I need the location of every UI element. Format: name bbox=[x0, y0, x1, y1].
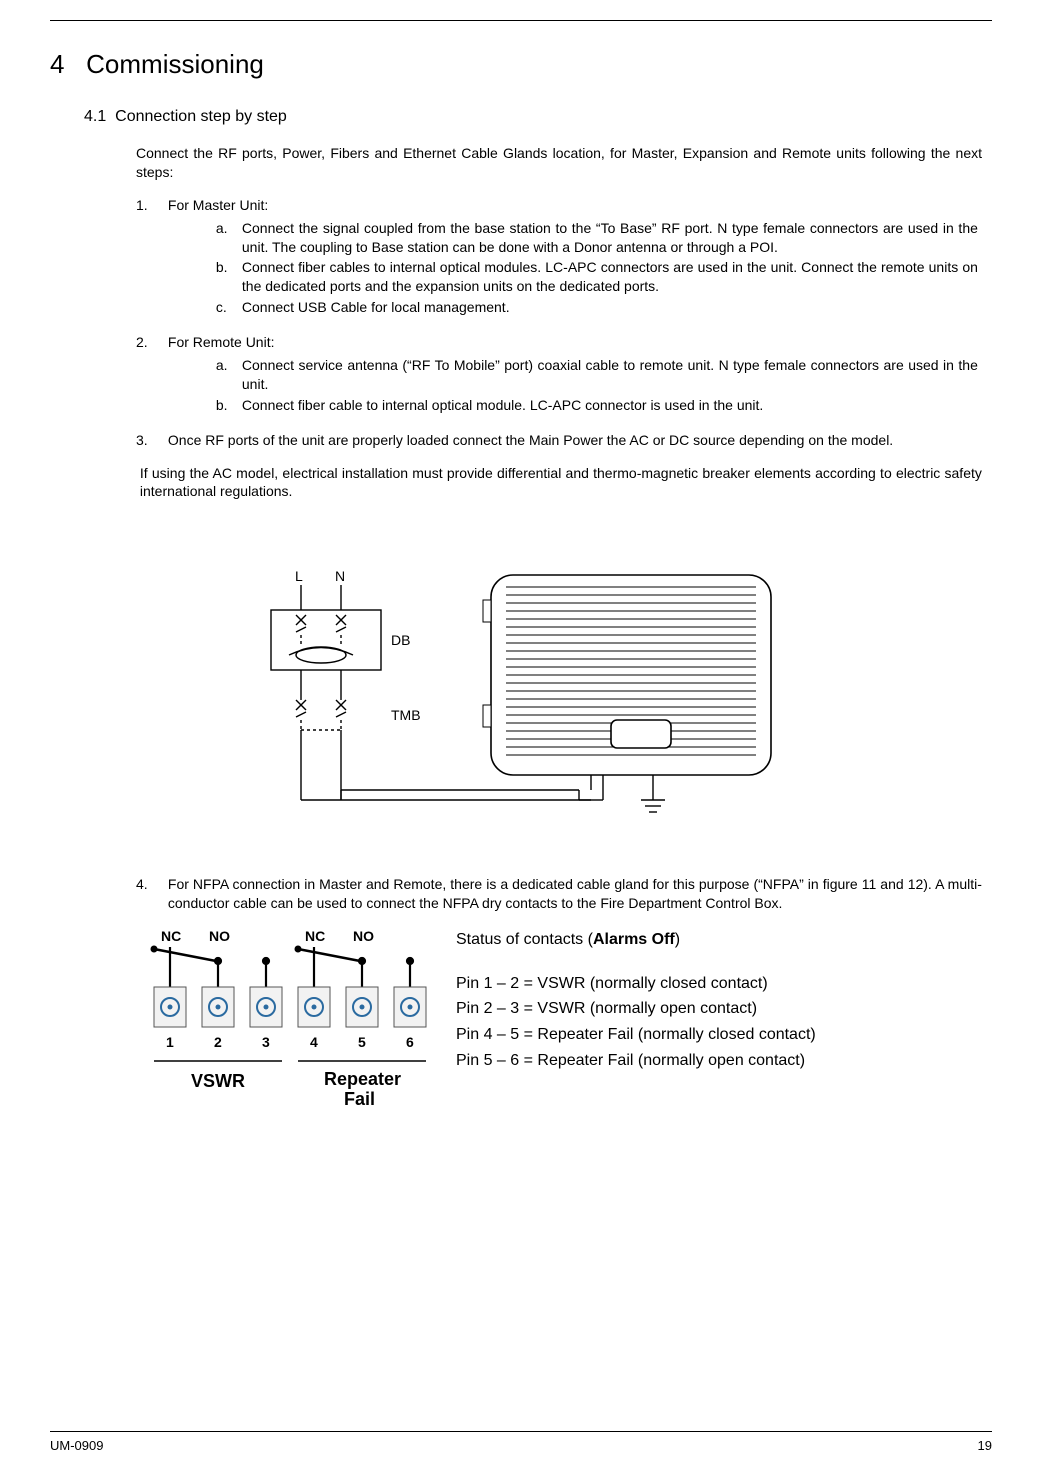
step3-text: Once RF ports of the unit are properly l… bbox=[168, 432, 893, 448]
contacts-row: NC NO NC NO bbox=[136, 927, 982, 1132]
step-3: 3. Once RF ports of the unit are properl… bbox=[136, 431, 982, 516]
terminal-6 bbox=[394, 987, 426, 1027]
step1-text: For Master Unit: bbox=[168, 197, 268, 213]
step2b-label: b. bbox=[216, 396, 242, 415]
breaker-figure: L N DB bbox=[50, 555, 992, 835]
step1b-label: b. bbox=[216, 258, 242, 277]
step3-after: If using the AC model, electrical instal… bbox=[140, 464, 982, 502]
label-DB: DB bbox=[391, 632, 410, 648]
hdr-nc-1: NC bbox=[161, 928, 181, 944]
step1b-text: Connect fiber cables to internal optical… bbox=[242, 258, 978, 296]
label-N: N bbox=[335, 568, 345, 584]
step1-sublist: a.Connect the signal coupled from the ba… bbox=[216, 219, 982, 317]
step1a-label: a. bbox=[216, 219, 242, 238]
section-heading: 4.1 Connection step by step bbox=[84, 108, 992, 126]
step1b: b.Connect fiber cables to internal optic… bbox=[216, 258, 982, 296]
contacts-svg: NC NO NC NO bbox=[136, 927, 436, 1127]
step-4: 4. For NFPA connection in Master and Rem… bbox=[136, 875, 982, 913]
hdr-no-2: NO bbox=[353, 928, 374, 944]
step2-text: For Remote Unit: bbox=[168, 334, 275, 350]
section-number: 4.1 bbox=[84, 108, 106, 125]
chapter-heading: 4 Commissioning bbox=[50, 49, 992, 80]
contacts-text: Status of contacts (Alarms Off) Pin 1 – … bbox=[436, 927, 982, 1073]
status-line-3: Pin 4 – 5 = Repeater Fail (normally clos… bbox=[456, 1022, 982, 1048]
step-2: 2. For Remote Unit: a.Connect service an… bbox=[136, 333, 982, 417]
pin-4: 4 bbox=[310, 1034, 318, 1050]
contacts-diagram: NC NO NC NO bbox=[136, 927, 436, 1132]
body-4: 4. For NFPA connection in Master and Rem… bbox=[136, 875, 982, 1132]
step1c-text: Connect USB Cable for local management. bbox=[242, 298, 978, 317]
step1c: c.Connect USB Cable for local management… bbox=[216, 298, 982, 317]
group-rep2: Fail bbox=[344, 1089, 375, 1109]
terminal-2 bbox=[202, 987, 234, 1027]
status-line-2: Pin 2 – 3 = VSWR (normally open contact) bbox=[456, 996, 982, 1022]
terminal-1 bbox=[154, 987, 186, 1027]
status-suffix: ) bbox=[675, 931, 680, 948]
step2-sublist: a.Connect service antenna (“RF To Mobile… bbox=[216, 356, 982, 415]
step3-number: 3. bbox=[136, 431, 164, 450]
chapter-number: 4 bbox=[50, 49, 64, 79]
numbered-list-4: 4. For NFPA connection in Master and Rem… bbox=[136, 875, 982, 913]
step2a-text: Connect service antenna (“RF To Mobile” … bbox=[242, 356, 978, 394]
terminal-3 bbox=[250, 987, 282, 1027]
group-vswr: VSWR bbox=[191, 1071, 245, 1091]
label-TMB: TMB bbox=[391, 707, 421, 723]
status-prefix: Status of contacts ( bbox=[456, 931, 593, 948]
top-rule bbox=[50, 20, 992, 21]
step2-body: For Remote Unit: a.Connect service anten… bbox=[168, 333, 982, 417]
step4-number: 4. bbox=[136, 875, 164, 894]
step1a-text: Connect the signal coupled from the base… bbox=[242, 219, 978, 257]
pin-2: 2 bbox=[214, 1034, 222, 1050]
terminal-5 bbox=[346, 987, 378, 1027]
step2a-label: a. bbox=[216, 356, 242, 375]
section-title: Connection step by step bbox=[115, 108, 287, 125]
body: Connect the RF ports, Power, Fibers and … bbox=[136, 144, 982, 515]
step4-text: For NFPA connection in Master and Remote… bbox=[168, 875, 982, 913]
footer: UM-0909 19 bbox=[50, 1431, 992, 1453]
footer-left: UM-0909 bbox=[50, 1438, 103, 1453]
breaker-svg: L N DB bbox=[241, 555, 801, 835]
enclosure bbox=[483, 575, 771, 775]
page: 4 Commissioning 4.1 Connection step by s… bbox=[0, 0, 1042, 1481]
status-line-1: Pin 1 – 2 = VSWR (normally closed contac… bbox=[456, 971, 982, 997]
step2b: b.Connect fiber cable to internal optica… bbox=[216, 396, 982, 415]
terminal-4 bbox=[298, 987, 330, 1027]
pin-3: 3 bbox=[262, 1034, 270, 1050]
intro-paragraph: Connect the RF ports, Power, Fibers and … bbox=[136, 144, 982, 182]
step3-body: Once RF ports of the unit are properly l… bbox=[168, 431, 982, 516]
footer-right: 19 bbox=[978, 1438, 992, 1453]
step1-number: 1. bbox=[136, 196, 164, 215]
numbered-list: 1. For Master Unit: a.Connect the signal… bbox=[136, 196, 982, 516]
step1a: a.Connect the signal coupled from the ba… bbox=[216, 219, 982, 257]
pin-5: 5 bbox=[358, 1034, 366, 1050]
step2-number: 2. bbox=[136, 333, 164, 352]
step1c-label: c. bbox=[216, 298, 242, 317]
step2b-text: Connect fiber cable to internal optical … bbox=[242, 396, 978, 415]
label-L: L bbox=[295, 568, 303, 584]
status-bold: Alarms Off bbox=[593, 931, 675, 948]
hdr-no-1: NO bbox=[209, 928, 230, 944]
group-rep1: Repeater bbox=[324, 1069, 401, 1089]
step1-body: For Master Unit: a.Connect the signal co… bbox=[168, 196, 982, 319]
status-line-4: Pin 5 – 6 = Repeater Fail (normally open… bbox=[456, 1048, 982, 1074]
status-title: Status of contacts (Alarms Off) bbox=[456, 927, 982, 953]
step2a: a.Connect service antenna (“RF To Mobile… bbox=[216, 356, 982, 394]
chapter-title: Commissioning bbox=[86, 49, 264, 79]
hdr-nc-2: NC bbox=[305, 928, 325, 944]
pin-6: 6 bbox=[406, 1034, 414, 1050]
pin-1: 1 bbox=[166, 1034, 174, 1050]
step-1: 1. For Master Unit: a.Connect the signal… bbox=[136, 196, 982, 319]
